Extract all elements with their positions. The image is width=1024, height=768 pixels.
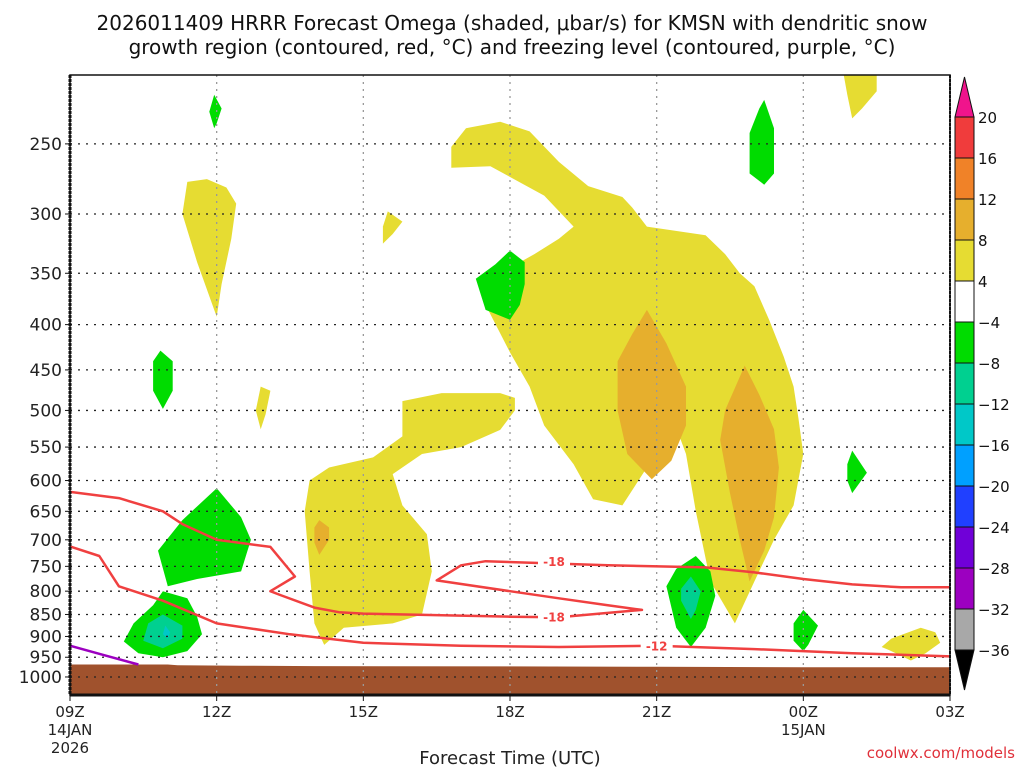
pressure-tick-label: 450: [30, 361, 62, 381]
colorbar: 20 16 12 8 4 −4 −8 −12 −16 −20 −24 −28 −32 −36: [954, 76, 1010, 691]
dgz-contour-line: [70, 490, 950, 619]
colorbar-swatch: [954, 567, 975, 610]
pressure-tick-label: 350: [30, 264, 62, 284]
contour-label-bg: [538, 554, 570, 568]
omega-region: [681, 576, 701, 619]
colorbar-swatch: [954, 526, 975, 569]
colorbar-swatch: [954, 485, 975, 528]
colorbar-swatch: [954, 321, 975, 364]
colorbar-swatch: [954, 239, 975, 282]
pressure-tick-label: 850: [30, 605, 62, 625]
colorbar-swatch: [954, 608, 975, 651]
colorbar-swatch: [954, 116, 975, 159]
colorbar-under-arrow: [954, 649, 975, 691]
colorbar-label: −36: [978, 642, 1010, 660]
colorbar-label: −20: [978, 478, 1010, 496]
colorbar-swatch: [954, 198, 975, 241]
colorbar-label: −4: [978, 314, 1000, 332]
pressure-tick-label: 900: [30, 627, 62, 647]
omega-region: [304, 393, 515, 645]
omega-region: [209, 94, 222, 129]
colorbar-label: −12: [978, 396, 1010, 414]
dgz-contour-line: [70, 545, 950, 658]
colorbar-swatch: [954, 157, 975, 200]
colorbar-label: −8: [978, 355, 1000, 373]
pressure-tick-label: 550: [30, 438, 62, 458]
time-tick-label: 09Z: [55, 703, 84, 721]
pressure-tick-label: 800: [30, 582, 62, 602]
omega-shading: [123, 75, 941, 661]
time-tick-label: 15Z: [349, 703, 378, 721]
contour-label: -18: [543, 555, 565, 569]
omega-region: [881, 627, 941, 661]
title: 2026011409 HRRR Forecast Omega (shaded, …: [97, 11, 928, 59]
time-tick-sublabel: 14JAN: [48, 721, 93, 739]
pressure-tick-label: 1000: [19, 668, 62, 688]
omega-region: [382, 211, 403, 244]
temperature-contours: -18 -18 -12: [70, 490, 950, 666]
omega-region: [451, 121, 804, 624]
colorbar-label: −32: [978, 601, 1010, 619]
colorbar-over-arrow: [954, 76, 975, 118]
omega-region: [617, 309, 686, 480]
x-axis-label: Forecast Time (UTC): [419, 748, 600, 768]
omega-region: [749, 99, 774, 185]
freezing-level-line: [70, 644, 139, 666]
omega-region: [162, 625, 171, 639]
pressure-tick-label: 300: [30, 205, 62, 225]
ground-fill: [70, 664, 950, 695]
time-tick-sublabel: 15JAN: [781, 721, 826, 739]
contour-label: -12: [646, 640, 668, 654]
omega-region: [843, 75, 877, 119]
omega-region: [314, 520, 330, 555]
omega-region: [847, 450, 867, 494]
pressure-tick-label: 950: [30, 648, 62, 668]
colorbar-label: 8: [978, 232, 988, 250]
colorbar-swatch: [954, 444, 975, 487]
title-line-1: 2026011409 HRRR Forecast Omega (shaded, …: [97, 11, 928, 35]
colorbar-label: 12: [978, 191, 997, 209]
colorbar-label: 4: [978, 273, 988, 291]
contour-label-bg: [640, 638, 673, 652]
colorbar-swatch: [954, 362, 975, 405]
pressure-tick-label: 250: [30, 135, 62, 155]
omega-region: [793, 609, 818, 652]
omega-region: [153, 350, 173, 409]
time-tick-sublabel: 2026: [51, 739, 89, 757]
colorbar-label: −28: [978, 560, 1010, 578]
pressure-tick-label: 750: [30, 557, 62, 577]
colorbar-label: 16: [978, 150, 997, 168]
pressure-tick-label: 400: [30, 316, 62, 336]
time-tick-label: 12Z: [202, 703, 231, 721]
omega-region: [255, 386, 271, 430]
pressure-tick-label: 650: [30, 502, 62, 522]
time-tick-label: 03Z: [935, 703, 964, 721]
pressure-tick-label: 700: [30, 531, 62, 551]
time-tick-label: 18Z: [495, 703, 524, 721]
omega-region: [475, 250, 525, 320]
omega-region: [143, 614, 183, 649]
pressure-axis: 2503003504004505005506006507007508008509…: [19, 135, 70, 688]
omega-region: [158, 488, 251, 587]
colorbar-label: −16: [978, 437, 1010, 455]
time-tick-label: 00Z: [789, 703, 818, 721]
pressure-tick-label: 500: [30, 401, 62, 421]
title-line-2: growth region (contoured, red, °C) and f…: [129, 35, 896, 59]
colorbar-label: −24: [978, 519, 1010, 537]
contour-label-bg: [538, 609, 570, 623]
pressure-tick-label: 600: [30, 472, 62, 492]
colorbar-label: 20: [978, 109, 997, 127]
colorbar-swatch: [954, 280, 975, 323]
credit-link[interactable]: coolwx.com/models: [867, 744, 1015, 762]
omega-region: [720, 365, 779, 582]
colorbar-swatch: [954, 403, 975, 446]
time-tick-label: 21Z: [642, 703, 671, 721]
grid-lines: [70, 75, 950, 695]
contour-label: -18: [543, 611, 565, 625]
ground-layer: [70, 664, 950, 695]
